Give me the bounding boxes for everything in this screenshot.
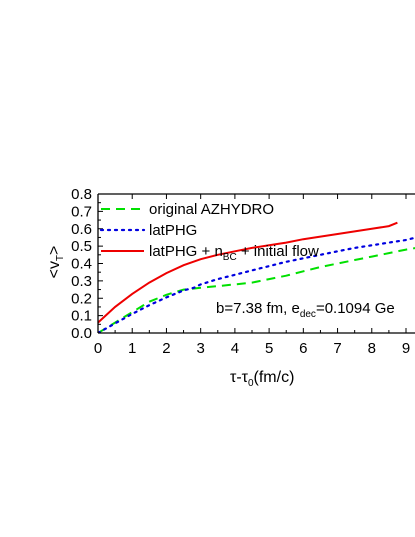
x-tick-label: 5: [265, 340, 273, 357]
x-axis-label-main: τ-τ: [230, 369, 249, 386]
x-axis-label: τ-τ0(fm/c): [230, 369, 294, 389]
x-tick-label: 3: [196, 340, 204, 357]
y-tick-label: 0.6: [71, 221, 92, 238]
x-tick-label: 7: [333, 340, 341, 357]
annotation-part1: b=7.38 fm, e: [216, 300, 300, 317]
series-line-0: [98, 247, 415, 333]
y-tick-label: 0.3: [71, 273, 92, 290]
x-tick-label: 0: [94, 340, 102, 357]
legend-label-0: original AZHYDRO: [149, 201, 274, 218]
legend-label-1: latPHG: [149, 222, 197, 239]
x-tick-label: 2: [162, 340, 170, 357]
y-tick-label: 0.4: [71, 256, 92, 273]
x-tick-label: 4: [231, 340, 239, 357]
series-line-2: [98, 221, 398, 324]
x-tick-label: 9: [402, 340, 410, 357]
series-layer: [98, 221, 415, 333]
axes-layer: 0.00.10.20.30.40.50.60.70.8 0 1 2 3 4 5 6 7 8 9: [71, 186, 415, 357]
y-tick-label: 0.2: [71, 290, 92, 307]
y-tick-label: 0.7: [71, 203, 92, 220]
y-axis-label-sub: T: [55, 255, 66, 261]
y-tick-label: 0.8: [71, 186, 92, 203]
y-axis-label-main: <v: [46, 261, 63, 278]
x-axis-label-sub: 0: [248, 378, 254, 389]
x-tick-label: 6: [299, 340, 307, 357]
x-axis-label-tail: (fm/c): [254, 369, 295, 386]
x-tick-label: 1: [128, 340, 136, 357]
series-line-1: [98, 236, 415, 333]
y-axis-label-tail: >: [46, 246, 63, 255]
annotation-subscript: dec: [300, 309, 316, 320]
y-tick-label: 0.5: [71, 238, 92, 255]
annotation-text: b=7.38 fm, edec=0.1094 Ge: [216, 300, 395, 320]
legend-label-2: latPHG + nBC + initial flow: [149, 243, 319, 263]
y-tick-label: 0.0: [71, 325, 92, 342]
y-axis-label: <vT>: [46, 246, 66, 279]
y-tick-label: 0.1: [71, 308, 92, 325]
x-tick-label: 8: [368, 340, 376, 357]
legend: original AZHYDRO latPHG latPHG + nBC + ini…: [99, 201, 319, 263]
annotation-part2: =0.1094 Ge: [316, 300, 395, 317]
